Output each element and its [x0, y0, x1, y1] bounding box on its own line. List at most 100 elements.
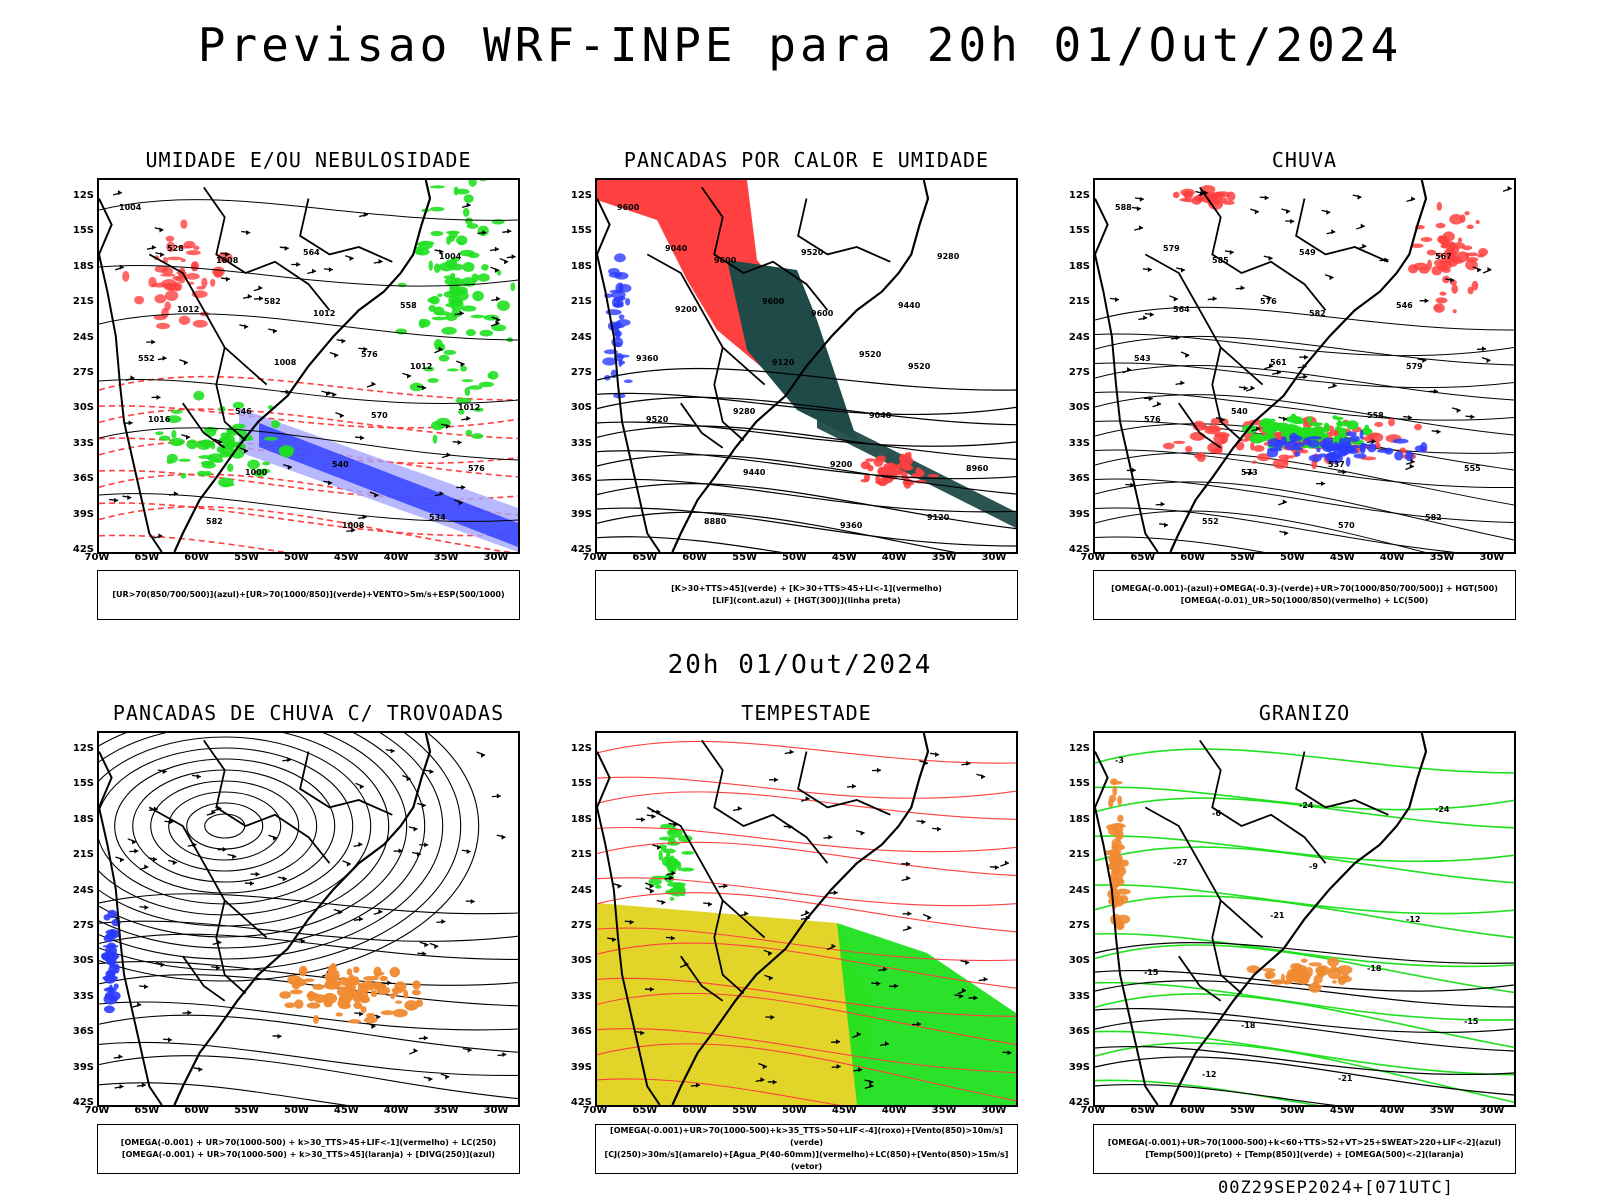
streamline-arrow — [1321, 481, 1326, 487]
contour-label: 8880 — [704, 517, 727, 526]
humidity-green — [451, 256, 461, 262]
legend-box-5: [OMEGA(-0.001)+UR>70(1000-500)+k>35_TTS>… — [595, 1124, 1018, 1174]
streamline — [99, 920, 518, 942]
contour-label: 540 — [332, 460, 349, 469]
humidity-green — [448, 230, 458, 239]
thunder-orange — [389, 966, 401, 978]
contour-red — [185, 272, 200, 280]
lat-label: 18S — [570, 813, 592, 825]
streamline-arrow — [1136, 206, 1141, 212]
lifted-index-blue — [614, 272, 629, 280]
wind-vector — [458, 500, 463, 506]
lon-label: 60W — [1180, 552, 1206, 563]
lat-label: 33S — [1068, 990, 1090, 1002]
thunder-orange — [294, 999, 304, 1009]
lifted-index-blue — [624, 298, 631, 306]
streamline-arrow — [1180, 380, 1185, 386]
lat-label: 21S — [72, 849, 94, 861]
legend-box-2: [K>30+TTS>45](verde) + [K>30+TTS>45+LI<-… — [595, 570, 1018, 620]
wind-vector — [640, 1030, 645, 1036]
streamline — [99, 1055, 518, 1100]
streamline-arrow — [144, 864, 149, 870]
thunder-orange — [366, 1012, 376, 1018]
omega-orange — [1286, 968, 1302, 979]
water-contour — [597, 776, 1016, 799]
panel-title-1: UMIDADE E/OU NEBULOSIDADE — [145, 148, 472, 172]
streamline-arrow — [1286, 209, 1291, 215]
panel-title-4: PANCADAS DE CHUVA C/ TROVOADAS — [112, 701, 505, 725]
contour-label: -3 — [1115, 756, 1124, 765]
streamline-arrow — [1329, 275, 1334, 281]
wind-vector — [438, 346, 443, 352]
streamline-arrow — [1243, 385, 1248, 391]
height-500 — [1095, 478, 1514, 523]
wind-vector — [770, 1014, 775, 1020]
legend-box-6: [OMEGA(-0.001)+UR>70(1000-500)+k<60+TTS>… — [1093, 1124, 1516, 1174]
wind-green — [665, 862, 671, 869]
streamline-arrow — [277, 1033, 282, 1039]
lat-label: 33S — [570, 990, 592, 1002]
wind-vector — [332, 392, 337, 398]
lat-label: 18S — [1068, 813, 1090, 825]
omega-red — [1476, 254, 1485, 258]
isoline-thickness — [99, 408, 518, 440]
streamline — [99, 1041, 518, 1076]
streamline-arrow — [371, 1023, 376, 1029]
omega-orange — [1327, 957, 1340, 967]
instability-teal — [727, 260, 857, 440]
lon-label: 60W — [682, 552, 708, 563]
humidity-green — [477, 273, 490, 282]
omega-blue — [1353, 453, 1367, 459]
wind-vector — [851, 783, 856, 789]
streamline-arrow — [187, 1010, 192, 1016]
lon-label: 30W — [483, 552, 509, 563]
contour-label: 1012 — [177, 305, 199, 314]
thunder-orange — [403, 989, 409, 999]
omega-red — [1183, 190, 1194, 200]
lon-label: 55W — [234, 1105, 260, 1116]
omega-orange — [1331, 980, 1337, 984]
omega-red — [1272, 458, 1289, 469]
omega-blue — [1349, 435, 1360, 443]
wind-vector — [723, 883, 728, 889]
streamline-arrow — [481, 752, 486, 758]
wind-vector — [422, 385, 427, 391]
streamline-arrow — [1410, 459, 1415, 465]
wind-vector — [876, 981, 881, 987]
humidity-green — [465, 217, 473, 225]
omega-orange — [1300, 958, 1308, 963]
omega-red — [1464, 211, 1470, 216]
country-border — [215, 900, 247, 995]
map-panel-5 — [595, 731, 1018, 1107]
wind-vector — [287, 464, 292, 470]
thunder-orange — [287, 975, 302, 985]
omega-red — [1172, 191, 1180, 199]
contour-label: 9200 — [675, 305, 698, 314]
streamline-arrow — [434, 943, 439, 949]
contour-red — [161, 267, 174, 276]
wind-green — [681, 850, 695, 855]
lat-label: 24S — [1068, 884, 1090, 896]
contour-red — [183, 240, 196, 249]
wind-vector — [671, 870, 676, 876]
lon-label: 65W — [1130, 1105, 1156, 1116]
lifted-index-blue — [618, 359, 623, 367]
lon-label: 35W — [1429, 552, 1455, 563]
height-300 — [597, 482, 1016, 530]
streamline — [99, 733, 408, 938]
humidity-green — [423, 366, 435, 372]
omega-green — [1303, 427, 1316, 433]
lat-label: 18S — [72, 260, 94, 272]
contour-label: 576 — [1144, 415, 1161, 424]
contour-label: 9440 — [743, 468, 766, 477]
wind-green — [669, 896, 675, 901]
omega-red — [1441, 240, 1454, 247]
thunder-orange — [306, 992, 319, 999]
thunder-orange — [348, 1019, 361, 1024]
wind-vector — [831, 943, 836, 949]
wind-vector — [876, 767, 881, 773]
wind-vector — [906, 861, 911, 867]
wind-green — [648, 877, 662, 886]
omega-red — [1427, 259, 1432, 271]
streamline — [99, 733, 444, 960]
